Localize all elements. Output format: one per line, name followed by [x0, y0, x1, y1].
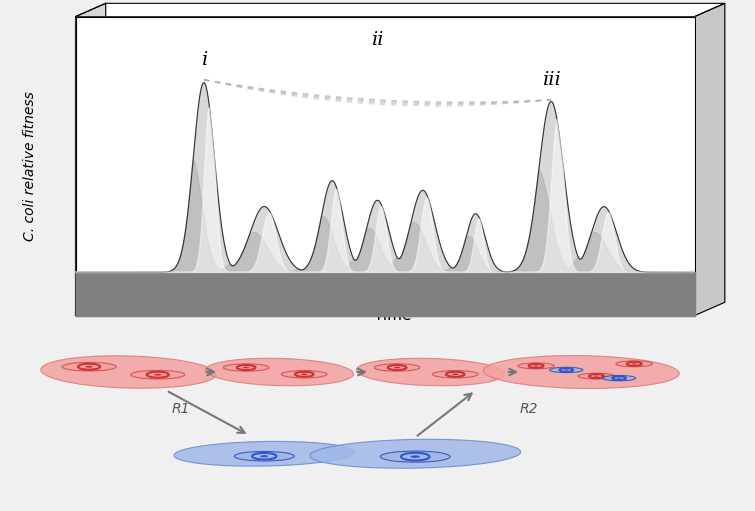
Circle shape — [564, 369, 569, 370]
Text: C. coli relative fitness: C. coli relative fitness — [23, 91, 37, 241]
Ellipse shape — [310, 439, 521, 468]
Circle shape — [85, 366, 93, 368]
Ellipse shape — [483, 356, 680, 388]
Circle shape — [617, 378, 621, 379]
Polygon shape — [695, 3, 725, 315]
Circle shape — [154, 374, 162, 376]
Polygon shape — [76, 272, 695, 315]
Polygon shape — [76, 83, 695, 272]
Ellipse shape — [381, 451, 450, 462]
Text: R2: R2 — [519, 402, 538, 416]
Text: Time: Time — [374, 308, 411, 323]
Text: i: i — [201, 51, 207, 69]
Ellipse shape — [602, 376, 636, 381]
Polygon shape — [76, 3, 725, 16]
Circle shape — [411, 455, 420, 458]
Text: ii: ii — [371, 31, 384, 49]
Circle shape — [243, 367, 249, 368]
Polygon shape — [76, 3, 106, 315]
Ellipse shape — [433, 370, 478, 378]
Ellipse shape — [578, 373, 615, 379]
Ellipse shape — [234, 451, 294, 461]
Circle shape — [301, 374, 307, 375]
Polygon shape — [76, 16, 695, 315]
Ellipse shape — [62, 362, 116, 371]
Ellipse shape — [41, 356, 216, 388]
Ellipse shape — [205, 358, 353, 386]
Ellipse shape — [174, 442, 355, 466]
Ellipse shape — [131, 370, 185, 379]
Circle shape — [394, 367, 400, 368]
Polygon shape — [76, 108, 695, 272]
Circle shape — [260, 455, 268, 457]
Circle shape — [534, 365, 538, 366]
Circle shape — [632, 363, 636, 364]
Ellipse shape — [223, 364, 269, 371]
Ellipse shape — [550, 367, 583, 373]
Ellipse shape — [356, 358, 504, 386]
Ellipse shape — [282, 370, 327, 378]
Circle shape — [452, 374, 458, 375]
Polygon shape — [76, 159, 695, 272]
Text: iii: iii — [542, 71, 560, 89]
Ellipse shape — [374, 364, 420, 371]
Text: R1: R1 — [172, 402, 190, 416]
Circle shape — [594, 376, 599, 377]
Ellipse shape — [616, 361, 652, 367]
Ellipse shape — [518, 363, 554, 369]
